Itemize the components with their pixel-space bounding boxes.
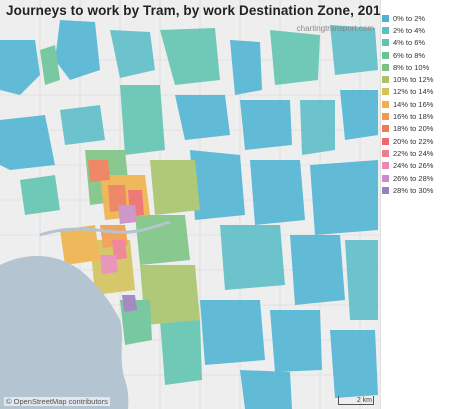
zone [270,310,322,372]
port-phillip-bay [0,255,129,409]
zone [290,235,345,305]
credit-text: chartingtransport.com [296,24,374,33]
legend-swatch [382,186,389,194]
zone [0,115,55,170]
legend: 0% to 2% 2% to 4% 4% to 6% 6% to 8% 8% t… [382,12,448,196]
legend-swatch [382,174,389,182]
legend-item[interactable]: 8% to 10% [382,61,448,73]
zone [120,85,165,155]
legend-swatch [382,162,389,170]
destination-zones[interactable] [0,20,378,409]
zone [55,20,100,80]
zone [135,215,190,265]
legend-label: 8% to 10% [393,62,430,72]
scale-label: 2 km [356,397,372,404]
legend-swatch [382,88,389,96]
zone [110,30,155,78]
legend-swatch [382,125,389,133]
legend-swatch [382,63,389,71]
legend-item[interactable]: 28% to 30% [382,184,448,196]
zone [118,205,137,224]
zone [270,30,320,85]
legend-divider [380,0,381,409]
zone [340,90,378,140]
zone [300,100,335,155]
legend-label: 18% to 20% [393,124,434,134]
legend-swatch [382,100,389,108]
legend-label: 12% to 14% [393,87,434,97]
zone [250,160,305,225]
map-title: Journeys to work by Tram, by work Destin… [6,3,380,18]
osm-attribution[interactable]: © OpenStreetMap contributors [4,397,110,406]
zone [190,150,245,220]
legend-swatch [382,51,389,59]
zone [40,45,60,85]
legend-item[interactable]: 0% to 2% [382,12,448,24]
scale-bar [338,396,374,405]
zone [100,255,118,274]
legend-item[interactable]: 14% to 16% [382,98,448,110]
zone [150,160,200,215]
zone [175,95,230,140]
choropleth-map[interactable] [0,0,380,409]
legend-label: 28% to 30% [393,185,434,195]
legend-label: 22% to 24% [393,148,434,158]
zone [330,330,378,398]
legend-swatch [382,14,389,22]
legend-label: 26% to 28% [393,173,434,183]
legend-label: 24% to 26% [393,161,434,171]
zone [20,175,60,215]
zone [240,100,292,150]
legend-label: 6% to 8% [393,50,426,60]
zone [60,225,100,265]
legend-swatch [382,39,389,47]
legend-swatch [382,26,389,34]
legend-label: 0% to 2% [393,13,426,23]
zone [122,295,137,312]
map-panel[interactable]: Journeys to work by Tram, by work Destin… [0,0,380,409]
yarra-river [39,220,171,237]
zone [230,40,262,95]
legend-label: 4% to 6% [393,38,426,48]
legend-item[interactable]: 6% to 8% [382,49,448,61]
legend-label: 20% to 22% [393,136,434,146]
legend-item[interactable]: 4% to 6% [382,37,448,49]
legend-item[interactable]: 16% to 18% [382,110,448,122]
legend-item[interactable]: 22% to 24% [382,147,448,159]
zone [88,160,110,182]
zone [200,300,265,365]
zone [240,370,292,409]
legend-swatch [382,76,389,84]
legend-item[interactable]: 2% to 4% [382,24,448,36]
legend-label: 10% to 12% [393,75,434,85]
legend-label: 2% to 4% [393,25,426,35]
legend-item[interactable]: 20% to 22% [382,135,448,147]
legend-swatch [382,149,389,157]
zone [310,160,378,235]
legend-item[interactable]: 10% to 12% [382,73,448,85]
zone [0,40,40,95]
legend-item[interactable]: 12% to 14% [382,86,448,98]
zone [160,320,202,385]
legend-swatch [382,137,389,145]
zone [60,105,105,145]
legend-swatch [382,113,389,121]
legend-item[interactable]: 18% to 20% [382,123,448,135]
legend-label: 14% to 16% [393,99,434,109]
zone [140,265,200,325]
zone [345,240,378,320]
legend-item[interactable]: 26% to 28% [382,172,448,184]
zone [330,25,378,75]
zone [220,225,285,290]
legend-label: 16% to 18% [393,112,434,122]
zone [160,28,220,85]
legend-item[interactable]: 24% to 26% [382,160,448,172]
